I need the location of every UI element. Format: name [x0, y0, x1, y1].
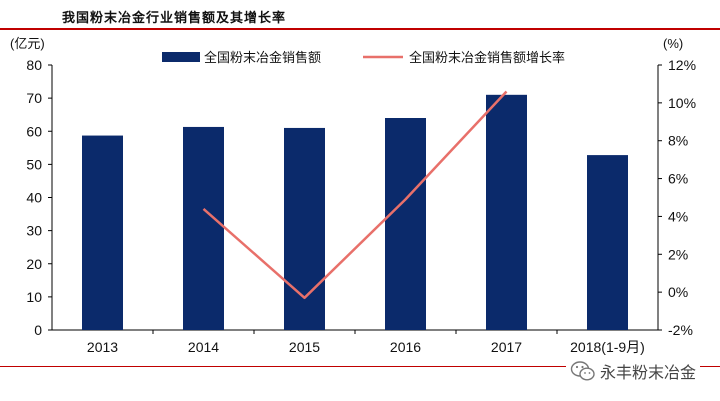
- y-tick-label-left: 50: [26, 156, 42, 172]
- y-tick-label-left: 70: [26, 90, 42, 106]
- growth-line-group: [202, 90, 508, 300]
- legend: 全国粉末冶金销售额 全国粉末冶金销售额增长率: [162, 50, 565, 65]
- bar: [284, 127, 325, 330]
- x-tick-label: 2015: [289, 339, 320, 355]
- y-tick-label-left: 10: [26, 289, 42, 305]
- x-tick-label: 2018(1-9月): [570, 339, 645, 355]
- y-tick-label-right: -2%: [668, 322, 693, 338]
- y-tick-label-right: 12%: [668, 57, 696, 73]
- y-axis-right-label: (%): [663, 36, 683, 51]
- watermark-text: 永丰粉末冶金: [599, 363, 696, 382]
- y-tick-label-right: 8%: [668, 133, 688, 149]
- bar: [587, 155, 628, 330]
- y-tick-label-right: 10%: [668, 95, 696, 111]
- growth-rate-line: [202, 90, 508, 300]
- chart-title: 我国粉末冶金行业销售额及其增长率: [62, 11, 287, 26]
- x-tick-labels: 2013 2014 2015 2016 2017 2018(1-9月): [87, 339, 645, 355]
- x-tick-label: 2013: [87, 339, 118, 355]
- y-tick-label-left: 80: [26, 57, 42, 73]
- bar: [82, 135, 123, 330]
- y-tick-label-left: 20: [26, 256, 42, 272]
- axes: 0 10 20 30 40 50 60 70 80 -2% 0% 2% 4% 6% 8% 10% 12%: [26, 57, 696, 338]
- wechat-icon: [570, 361, 595, 381]
- bar: [183, 126, 224, 330]
- title-bar: 我国粉末冶金行业销售额及其增长率: [0, 0, 720, 30]
- legend-swatch-bar: [162, 52, 200, 62]
- x-tick-label: 2017: [491, 339, 522, 355]
- y-tick-label-right: 6%: [668, 171, 688, 187]
- x-tick-label: 2014: [188, 339, 219, 355]
- x-tick-label: 2016: [390, 339, 421, 355]
- y-tick-label-left: 60: [26, 123, 42, 139]
- legend-label-bar: 全国粉末冶金销售额: [204, 50, 321, 65]
- watermark: 永丰粉末冶金: [565, 358, 700, 384]
- y-tick-label-left: 40: [26, 190, 42, 206]
- bottom-rule: [0, 366, 720, 367]
- y-tick-label-right: 0%: [668, 284, 688, 300]
- bar: [385, 118, 426, 330]
- y-tick-label-left: 30: [26, 223, 42, 239]
- title-rule: [0, 28, 720, 30]
- y-tick-label-right: 2%: [668, 246, 688, 262]
- y-tick-label-right: 4%: [668, 208, 688, 224]
- y-axis-left-label: (亿元): [10, 36, 45, 51]
- bars: [82, 94, 628, 330]
- legend-label-line: 全国粉末冶金销售额增长率: [409, 50, 565, 65]
- bar: [486, 94, 527, 330]
- y-tick-label-left: 0: [34, 322, 42, 338]
